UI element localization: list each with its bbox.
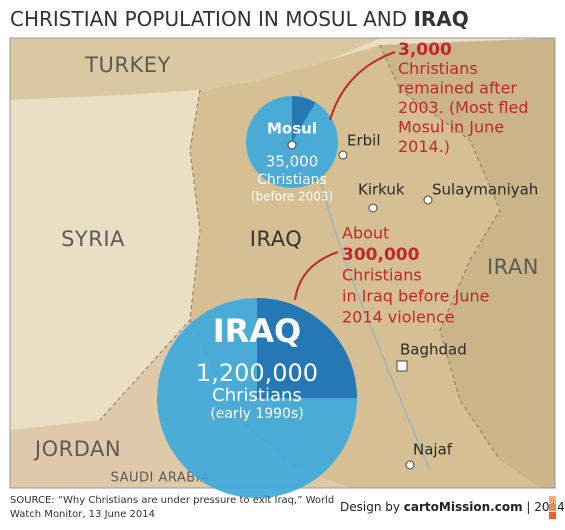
annotation: About: [342, 224, 389, 243]
city-marker: [287, 140, 297, 150]
circle-unit: Christians: [212, 385, 302, 406]
logo-square: [549, 512, 556, 519]
annotation: in Iraq before June: [342, 287, 489, 306]
annotation: 2003. (Most fled: [398, 98, 529, 117]
cities: Erbil Kirkuk Sulaymaniyah Baghdad Najaf: [338, 132, 538, 470]
credit-site: cartoMission.com: [404, 500, 523, 514]
annotation: Mosul in June: [398, 118, 504, 137]
city-label: Erbil: [347, 132, 381, 150]
logo-square: [549, 504, 556, 511]
annotation: Christians: [398, 59, 478, 78]
title-highlight: IRAQ: [413, 7, 468, 31]
annotation: Christians: [342, 266, 422, 285]
turkey-mountains: [10, 38, 380, 100]
city-marker: [396, 360, 408, 372]
circle-note: (early 1990s): [210, 406, 303, 422]
title: CHRISTIAN POPULATION IN MOSUL AND IRAQ: [10, 7, 469, 31]
circle-note: (before 2003): [251, 190, 333, 204]
credit-year: | 2014: [526, 500, 564, 514]
title-main: CHRISTIAN POPULATION IN MOSUL AND: [10, 7, 407, 31]
city-marker: [368, 203, 378, 213]
city-label: Sulaymaniyah: [432, 181, 538, 199]
credit: Design by cartoMission.com | 2014: [340, 500, 565, 514]
city-label: Najaf: [413, 441, 453, 459]
circle-unit: Christians: [257, 172, 327, 188]
country-label: SYRIA: [61, 227, 125, 251]
country-label: TURKEY: [84, 53, 171, 77]
country-label: JORDAN: [33, 437, 121, 461]
city-marker: [405, 460, 415, 470]
logo-square: [549, 496, 556, 503]
country-label: SAUDI ARABIA: [111, 471, 210, 486]
city-marker: [338, 150, 348, 160]
country-label: IRAQ: [250, 227, 302, 251]
leader-line: [329, 51, 396, 121]
share-wedge: [292, 96, 316, 142]
circle-name: Mosul: [267, 120, 317, 138]
country-label: IRAN: [487, 255, 539, 279]
share-wedge: [257, 298, 357, 398]
iran-mountains: [380, 38, 555, 488]
circle-value: 35,000: [266, 153, 319, 171]
city-label: Kirkuk: [358, 181, 405, 199]
leader-line: [294, 251, 339, 301]
annotation-number: 3,000: [398, 40, 452, 60]
circle-name: IRAQ: [213, 312, 302, 350]
source: SOURCE: “Why Christians are under pressu…: [10, 495, 334, 506]
source: Watch Monitor, 13 June 2014: [10, 509, 155, 520]
annotation: 2014.): [398, 137, 450, 156]
annotation: 2014 violence: [342, 308, 455, 327]
annotation-number: 300,000: [342, 245, 420, 265]
city-marker: [423, 195, 433, 205]
circle-value: 1,200,000: [196, 359, 318, 387]
city-label: Baghdad: [400, 341, 467, 359]
credit-prefix: Design by: [340, 500, 400, 514]
annotation: remained after: [398, 79, 517, 98]
